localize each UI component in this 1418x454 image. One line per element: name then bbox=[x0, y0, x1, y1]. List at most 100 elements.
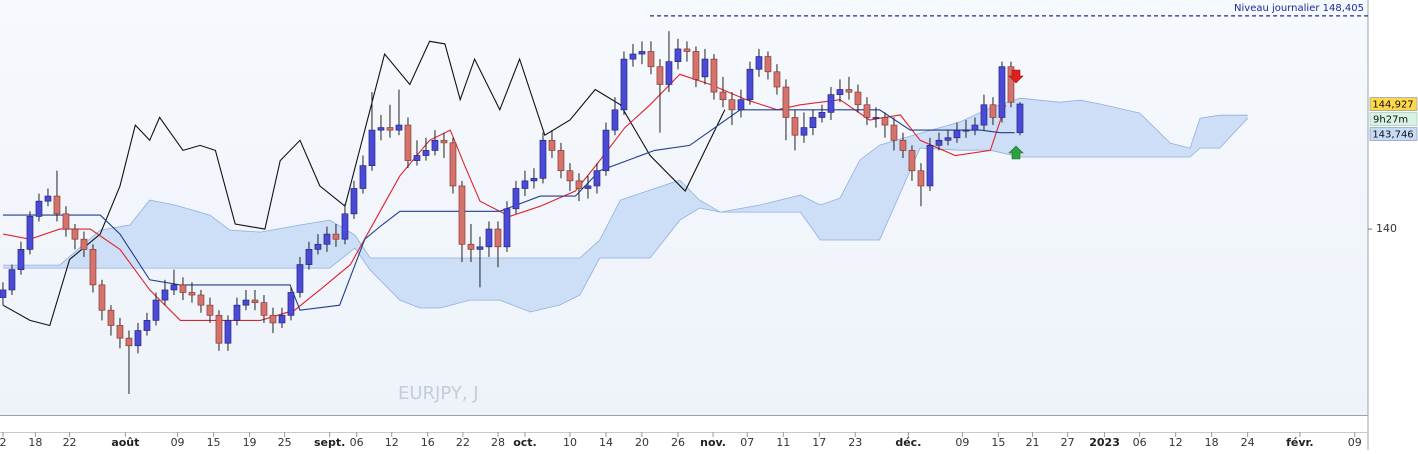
candle-body bbox=[593, 170, 601, 187]
x-tick-label: 12 bbox=[385, 436, 399, 449]
price-label: 144,927 bbox=[1372, 100, 1413, 111]
candle-body bbox=[521, 180, 529, 189]
candle-body bbox=[710, 58, 718, 93]
candle-body bbox=[674, 48, 682, 62]
candle-body bbox=[251, 299, 259, 303]
x-tick-label: déc. bbox=[895, 436, 921, 449]
candle-body bbox=[746, 68, 754, 101]
candle-body bbox=[791, 117, 799, 136]
x-tick-label: 19 bbox=[243, 436, 257, 449]
candle-body bbox=[269, 314, 277, 324]
price-label-box bbox=[1369, 127, 1418, 141]
candle-body bbox=[512, 188, 520, 210]
candle-body bbox=[8, 269, 16, 291]
x-tick-label: 20 bbox=[635, 436, 649, 449]
candle-body bbox=[377, 127, 385, 131]
candle-body bbox=[611, 109, 619, 131]
candle-body bbox=[548, 139, 556, 151]
candle-body bbox=[485, 228, 493, 248]
candle-body bbox=[458, 185, 466, 245]
candle-body bbox=[422, 150, 430, 156]
candle-body bbox=[818, 112, 826, 118]
candle-body bbox=[692, 51, 700, 80]
candle-body bbox=[89, 249, 97, 286]
candle-body bbox=[332, 233, 340, 240]
watermark: EURJPY, J bbox=[398, 383, 479, 404]
candle-body bbox=[539, 139, 547, 179]
candle-body bbox=[404, 124, 412, 161]
candle-body bbox=[827, 94, 835, 113]
x-tick-label: sept. bbox=[314, 436, 345, 449]
candle-body bbox=[557, 150, 565, 172]
candle-body bbox=[53, 195, 61, 215]
candle-body bbox=[971, 124, 979, 131]
candle-body bbox=[872, 117, 880, 119]
candle-body bbox=[890, 124, 898, 141]
x-tick-label: 23 bbox=[848, 436, 862, 449]
candle-body bbox=[386, 127, 394, 131]
price-label-box bbox=[1369, 97, 1418, 111]
candle-body bbox=[944, 137, 952, 141]
candle-body bbox=[881, 117, 889, 126]
x-tick-label: 21 bbox=[1026, 436, 1040, 449]
candle-body bbox=[368, 129, 376, 166]
candle-body bbox=[584, 185, 592, 189]
candle-body bbox=[863, 104, 871, 118]
x-tick-label: 16 bbox=[421, 436, 435, 449]
x-tick-label: 2023 bbox=[1089, 436, 1120, 449]
candle-body bbox=[962, 129, 970, 132]
level-label: Niveau journalier 148,405 bbox=[1234, 3, 1364, 14]
x-tick-label: 24 bbox=[1241, 436, 1255, 449]
x-tick-label: 09 bbox=[171, 436, 185, 449]
x-tick-label: 26 bbox=[671, 436, 685, 449]
x-tick-label: 06 bbox=[350, 436, 364, 449]
x-tick-label: 25 bbox=[278, 436, 292, 449]
candle-body bbox=[602, 129, 610, 172]
candle-body bbox=[899, 139, 907, 151]
x-tick-label: 15 bbox=[991, 436, 1005, 449]
candle-body bbox=[161, 289, 169, 301]
candle-body bbox=[215, 314, 223, 344]
x-tick-label: 2 bbox=[0, 436, 6, 449]
x-tick-label: 22 bbox=[456, 436, 470, 449]
candle-body bbox=[503, 208, 511, 248]
timer-box bbox=[1369, 112, 1418, 126]
timer: 9h27m bbox=[1373, 115, 1408, 126]
candle-body bbox=[116, 325, 124, 339]
candle-body bbox=[494, 228, 502, 248]
candle-body bbox=[476, 246, 484, 250]
candle-body bbox=[638, 51, 646, 55]
candle-body bbox=[620, 58, 628, 111]
candle-body bbox=[242, 299, 250, 306]
candle-body bbox=[260, 302, 268, 316]
candle-body bbox=[836, 89, 844, 95]
candle-body bbox=[566, 170, 574, 182]
x-tick-label: août bbox=[111, 436, 139, 449]
candle-body bbox=[449, 142, 457, 187]
x-tick-label: 06 bbox=[1133, 436, 1147, 449]
candle-body bbox=[1016, 103, 1024, 134]
candle-body bbox=[341, 213, 349, 240]
candle-body bbox=[413, 155, 421, 161]
candle-body bbox=[719, 91, 727, 101]
x-tick-label: 11 bbox=[776, 436, 790, 449]
candle-body bbox=[656, 66, 664, 85]
candle-body bbox=[665, 61, 673, 85]
candle-body bbox=[395, 124, 403, 131]
candle-body bbox=[530, 177, 538, 182]
candle-body bbox=[0, 289, 7, 298]
candle-body bbox=[350, 188, 358, 215]
candle-body bbox=[71, 228, 79, 240]
candle-body bbox=[323, 233, 331, 245]
x-tick-label: 12 bbox=[1169, 436, 1183, 449]
x-tick-label: 18 bbox=[1205, 436, 1219, 449]
candle-body bbox=[17, 249, 25, 270]
candle-body bbox=[224, 320, 232, 344]
candle-body bbox=[188, 292, 196, 296]
x-tick-label: nov. bbox=[700, 436, 726, 449]
candle-body bbox=[737, 99, 745, 111]
x-tick-label: 18 bbox=[28, 436, 42, 449]
x-tick-label: 17 bbox=[812, 436, 826, 449]
x-tick-label: 28 bbox=[491, 436, 505, 449]
candle-body bbox=[809, 117, 817, 128]
